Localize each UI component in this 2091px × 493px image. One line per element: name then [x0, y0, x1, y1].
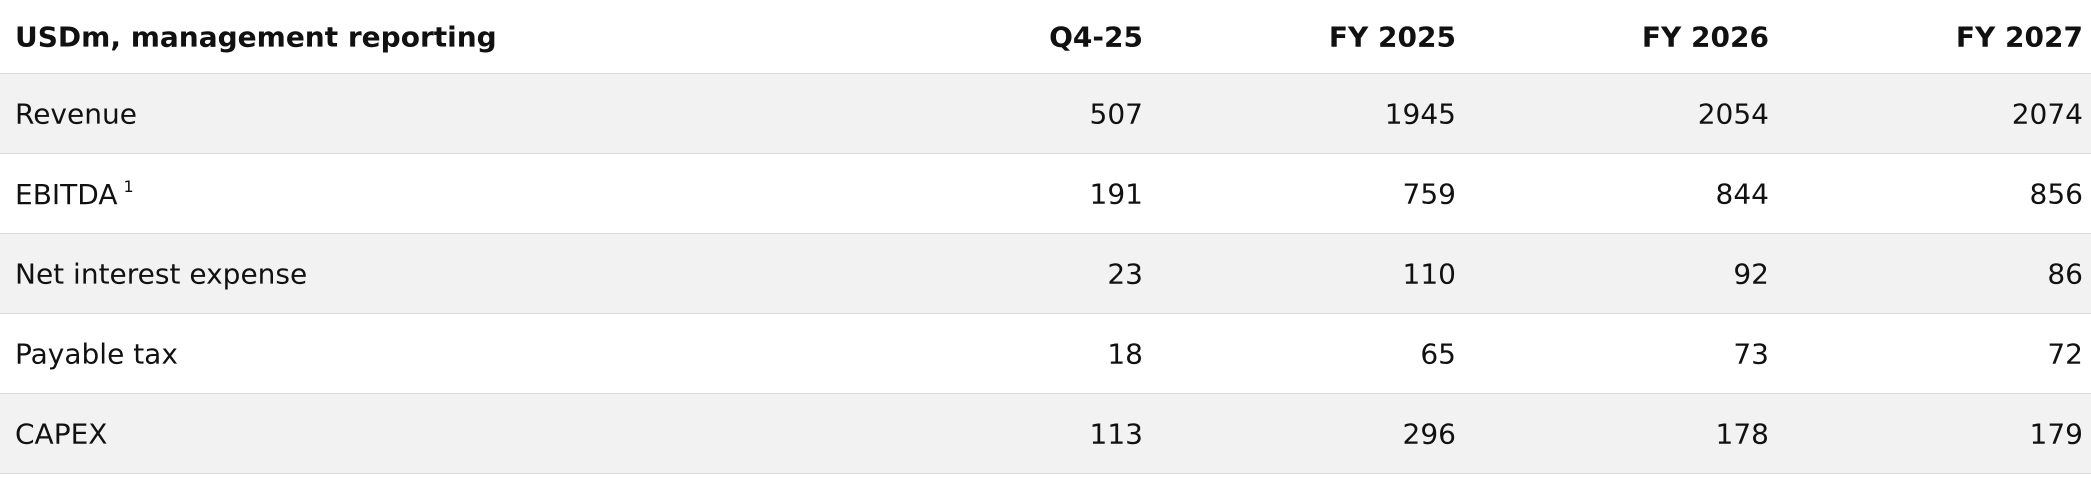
value-cell: 759	[1402, 177, 1456, 210]
header-cell: Q4-25	[1049, 20, 1143, 53]
value-cell: 856	[2029, 177, 2083, 210]
value-cell: 1945	[1384, 97, 1456, 130]
label-text: EBITDA	[15, 177, 118, 211]
row-label: CAPEX	[15, 417, 107, 450]
value-cell: 73	[1733, 337, 1769, 370]
value-cell: 92	[1733, 257, 1769, 290]
label-text: Net interest expense	[15, 257, 308, 290]
table-row: Payable tax 18 65 73 72	[0, 314, 2091, 394]
value-cell: 191	[1089, 177, 1143, 210]
header-cell: FY 2025	[1328, 20, 1456, 53]
label-text: Payable tax	[15, 337, 178, 370]
value-cell: 113	[1089, 417, 1143, 450]
table-row: Net interest expense 23 110 92 86	[0, 234, 2091, 314]
table-row: EBITDA 1 191 759 844 856	[0, 154, 2091, 234]
value-cell: 507	[1089, 97, 1143, 130]
value-cell: 65	[1420, 337, 1456, 370]
header-row: USDm, management reporting Q4-25 FY 2025 FY…	[0, 0, 2091, 74]
value-cell: 844	[1715, 177, 1769, 210]
header-cell: FY 2026	[1641, 20, 1769, 53]
value-cell: 179	[2029, 417, 2083, 450]
value-cell: 296	[1402, 417, 1456, 450]
header-cell: FY 2027	[1955, 20, 2083, 53]
table-row: Revenue 507 1945 2054 2074	[0, 74, 2091, 154]
row-label: Net interest expense	[15, 257, 307, 290]
row-label: Payable tax	[15, 337, 178, 370]
label-text: CAPEX	[15, 417, 108, 450]
value-cell: 86	[2047, 257, 2083, 290]
row-label: Revenue	[15, 97, 137, 130]
value-cell: 2074	[2011, 97, 2083, 130]
value-cell: 72	[2047, 337, 2083, 370]
row-label: EBITDA 1	[15, 177, 134, 211]
value-cell: 23	[1107, 257, 1143, 290]
table-row: CAPEX 113 296 178 179	[0, 394, 2091, 474]
value-cell: 18	[1107, 337, 1143, 370]
value-cell: 2054	[1697, 97, 1769, 130]
header-cell: USDm, management reporting	[15, 20, 497, 53]
value-cell: 178	[1715, 417, 1769, 450]
label-text: Revenue	[15, 97, 137, 130]
value-cell: 110	[1402, 257, 1456, 290]
footnote: 1	[123, 176, 134, 196]
